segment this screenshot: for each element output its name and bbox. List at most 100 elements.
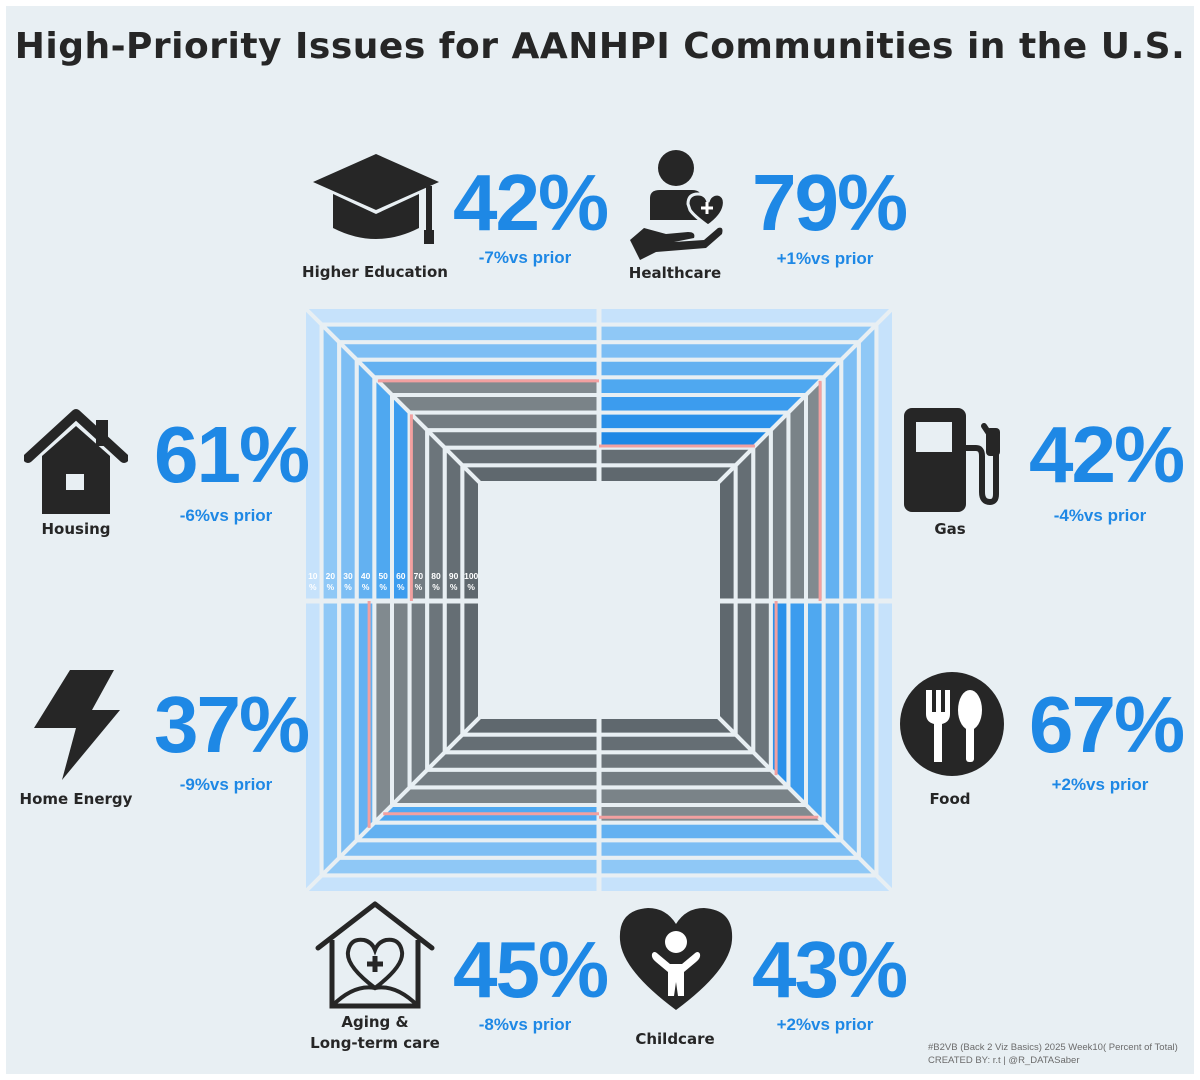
childcare-value: 43% bbox=[752, 925, 908, 1014]
scale-label: 90 bbox=[449, 571, 459, 581]
aging-value: 45% bbox=[453, 925, 609, 1014]
scale-label: 70 bbox=[414, 571, 424, 581]
ring-aging-long-term-care-70 bbox=[404, 767, 601, 790]
ring-home-energy-100 bbox=[460, 599, 482, 740]
ring-healthcare-30 bbox=[597, 340, 864, 362]
ring-healthcare-50 bbox=[597, 375, 829, 397]
ring-healthcare-90 bbox=[597, 445, 759, 468]
scale-label: 20 bbox=[326, 571, 336, 581]
housing-change: -6%vs prior bbox=[179, 506, 273, 525]
scale-label: % bbox=[397, 582, 405, 592]
credit-line-2: CREATED BY: r.t | @R_DATASaber bbox=[928, 1055, 1080, 1066]
fork-spoon-icon bbox=[898, 670, 1006, 778]
ring-healthcare-70 bbox=[597, 410, 794, 433]
ring-food-20 bbox=[856, 599, 879, 881]
home-energy-change: -9%vs prior bbox=[179, 775, 273, 794]
ring-higher-education-100 bbox=[457, 463, 601, 485]
ring-healthcare-100 bbox=[597, 463, 741, 485]
ring-aging-long-term-care-10 bbox=[299, 873, 601, 895]
ring-housing-40 bbox=[354, 354, 377, 603]
ring-home-energy-20 bbox=[319, 599, 342, 881]
lightning-bolt-icon bbox=[30, 668, 124, 782]
scale-label: 80 bbox=[431, 571, 441, 581]
ring-childcare-60 bbox=[597, 785, 811, 807]
scale-label: % bbox=[344, 582, 352, 592]
home-energy-label: Home Energy bbox=[19, 790, 133, 808]
heart-child-icon bbox=[618, 906, 734, 1010]
ring-gas-30 bbox=[839, 337, 861, 603]
ring-home-energy-70 bbox=[407, 599, 430, 793]
ring-gas-40 bbox=[821, 354, 844, 603]
ring-gas-10 bbox=[874, 302, 896, 603]
housing-label: Housing bbox=[41, 520, 111, 538]
ring-childcare-90 bbox=[597, 732, 759, 755]
healthcare-value: 79% bbox=[752, 158, 908, 247]
ring-home-energy-80 bbox=[425, 599, 447, 775]
ring-gas-70 bbox=[768, 407, 791, 603]
dashboard-background bbox=[6, 6, 1194, 1074]
ring-aging-long-term-care-90 bbox=[439, 732, 601, 755]
credit-line-1: #B2VB (Back 2 Viz Basics) 2025 Week10( P… bbox=[928, 1042, 1178, 1053]
ring-childcare-30 bbox=[597, 838, 864, 860]
ring-home-energy-60 bbox=[390, 599, 412, 810]
ring-aging-long-term-care-60 bbox=[387, 785, 601, 807]
ring-home-energy-50 bbox=[372, 599, 394, 828]
higher-education-label: Higher Education bbox=[302, 263, 448, 281]
scale-label: 10 bbox=[308, 571, 318, 581]
food-value: 67% bbox=[1029, 680, 1185, 769]
higher-education-change: -7%vs prior bbox=[478, 248, 572, 267]
gas-label: Gas bbox=[934, 520, 966, 538]
ring-food-30 bbox=[839, 599, 861, 863]
scale-label: 50 bbox=[378, 571, 388, 581]
scale-label: % bbox=[362, 582, 370, 592]
ring-food-70 bbox=[768, 599, 791, 793]
gas-value: 42% bbox=[1029, 410, 1185, 499]
ring-food-60 bbox=[786, 599, 808, 810]
ring-healthcare-20 bbox=[597, 322, 882, 345]
ring-healthcare-40 bbox=[597, 357, 847, 380]
ring-higher-education-90 bbox=[439, 445, 601, 468]
ring-higher-education-60 bbox=[387, 393, 601, 415]
ring-higher-education-20 bbox=[316, 322, 601, 345]
ring-housing-30 bbox=[337, 337, 359, 603]
page-title: High-Priority Issues for AANHPI Communit… bbox=[14, 26, 1186, 67]
food-change: +2%vs prior bbox=[1051, 775, 1149, 794]
childcare-label: Childcare bbox=[635, 1030, 715, 1048]
gas-change: -4%vs prior bbox=[1053, 506, 1147, 525]
ring-housing-50 bbox=[372, 372, 394, 603]
ring-home-energy-40 bbox=[354, 599, 377, 846]
childcare-change: +2%vs prior bbox=[776, 1015, 874, 1034]
ring-aging-long-term-care-40 bbox=[351, 820, 601, 843]
ring-food-40 bbox=[821, 599, 844, 846]
ring-childcare-100 bbox=[597, 715, 741, 737]
ring-higher-education-80 bbox=[422, 428, 601, 450]
ring-home-energy-90 bbox=[442, 599, 465, 758]
ring-aging-long-term-care-30 bbox=[334, 838, 601, 860]
scale-label: % bbox=[379, 582, 387, 592]
ring-food-80 bbox=[751, 599, 773, 775]
ring-higher-education-40 bbox=[351, 357, 601, 380]
ring-food-100 bbox=[716, 599, 738, 740]
ring-gas-100 bbox=[716, 460, 738, 603]
scale-label: 60 bbox=[396, 571, 406, 581]
food-label: Food bbox=[929, 790, 971, 808]
aging-label-line1: Aging & bbox=[341, 1013, 409, 1031]
scale-label: % bbox=[432, 582, 440, 592]
scale-label: 40 bbox=[361, 571, 371, 581]
graduation-cap-icon bbox=[311, 150, 441, 250]
ring-higher-education-70 bbox=[404, 410, 601, 433]
aging-label-line2: Long-term care bbox=[310, 1034, 440, 1052]
house-icon bbox=[23, 406, 129, 514]
aging-change: -8%vs prior bbox=[478, 1015, 572, 1034]
ring-housing-20 bbox=[319, 319, 342, 603]
ring-higher-education-10 bbox=[299, 305, 601, 327]
housing-value: 61% bbox=[154, 410, 310, 499]
ring-gas-80 bbox=[751, 425, 773, 603]
ring-healthcare-60 bbox=[597, 393, 811, 415]
ring-aging-long-term-care-20 bbox=[316, 855, 601, 878]
ring-childcare-50 bbox=[597, 803, 829, 825]
ring-gas-60 bbox=[786, 390, 808, 603]
home-energy-value: 37% bbox=[154, 680, 310, 769]
ring-gas-90 bbox=[733, 442, 756, 603]
